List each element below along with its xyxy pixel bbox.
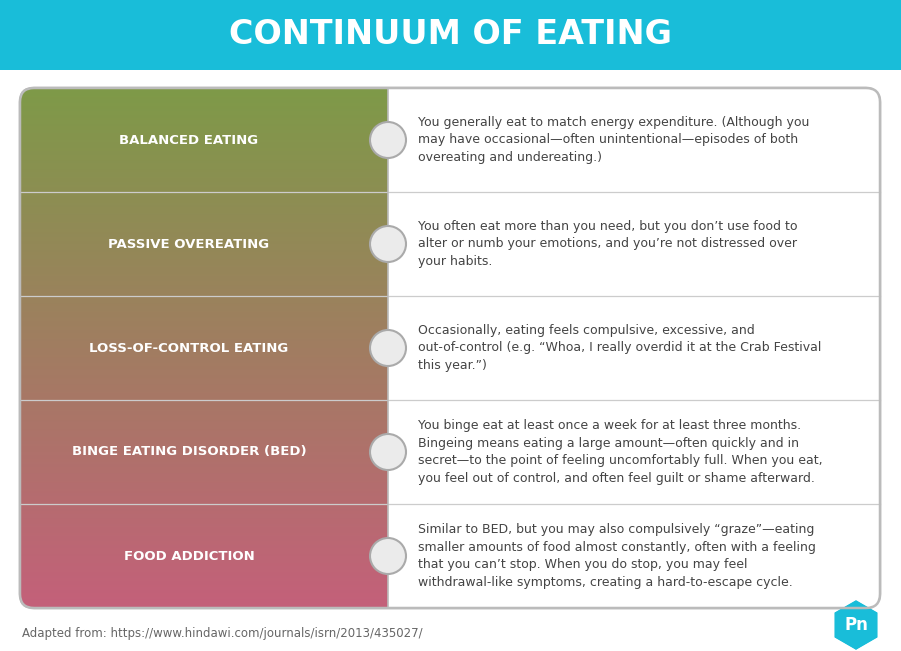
Text: Occasionally, eating feels compulsive, excessive, and
out-of-control (e.g. “Whoa: Occasionally, eating feels compulsive, e…	[418, 324, 822, 372]
Text: You binge eat at least once a week for at least three months.
Bingeing means eat: You binge eat at least once a week for a…	[418, 419, 823, 485]
Text: BINGE EATING DISORDER (BED): BINGE EATING DISORDER (BED)	[72, 445, 306, 458]
Text: Similar to BED, but you may also compulsively “graze”—eating
smaller amounts of : Similar to BED, but you may also compuls…	[418, 523, 816, 589]
Text: CONTINUUM OF EATING: CONTINUUM OF EATING	[229, 18, 672, 51]
FancyBboxPatch shape	[20, 88, 880, 608]
Circle shape	[370, 538, 406, 574]
Circle shape	[370, 226, 406, 262]
Circle shape	[370, 122, 406, 158]
Polygon shape	[835, 601, 877, 649]
Text: You often eat more than you need, but you don’t use food to
alter or numb your e: You often eat more than you need, but yo…	[418, 220, 797, 268]
Text: FOOD ADDICTION: FOOD ADDICTION	[123, 549, 254, 562]
Text: Pn: Pn	[844, 616, 868, 634]
Text: Adapted from: https://www.hindawi.com/journals/isrn/2013/435027/: Adapted from: https://www.hindawi.com/jo…	[22, 626, 423, 639]
Text: You generally eat to match energy expenditure. (Although you
may have occasional: You generally eat to match energy expend…	[418, 116, 809, 164]
FancyBboxPatch shape	[388, 88, 880, 608]
Circle shape	[370, 434, 406, 470]
FancyBboxPatch shape	[0, 0, 901, 70]
Text: LOSS-OF-CONTROL EATING: LOSS-OF-CONTROL EATING	[89, 342, 288, 355]
Text: PASSIVE OVEREATING: PASSIVE OVEREATING	[108, 238, 269, 251]
Circle shape	[370, 330, 406, 366]
Text: BALANCED EATING: BALANCED EATING	[120, 133, 259, 146]
